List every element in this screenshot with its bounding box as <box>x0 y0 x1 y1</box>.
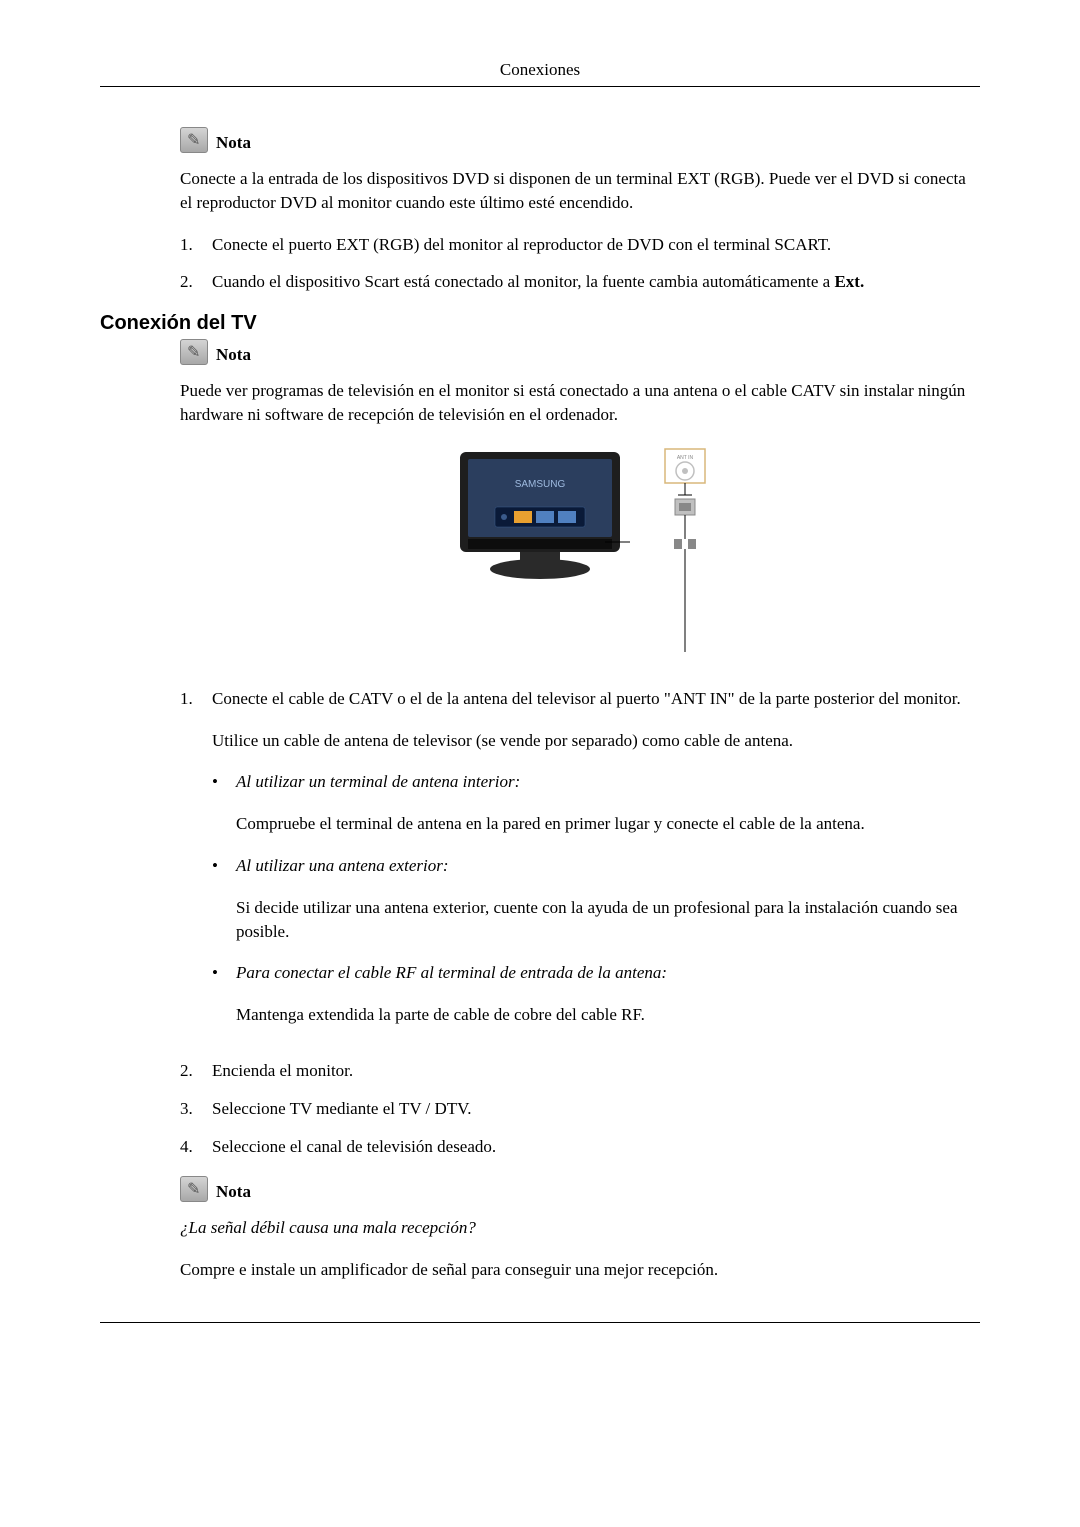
monitor-brand-label: SAMSUNG <box>515 479 566 490</box>
section-heading: Conexión del TV <box>100 312 980 335</box>
note-label: Nota <box>216 345 251 364</box>
step-body: Conecte el cable de CATV o el de la ante… <box>212 687 980 1045</box>
bullet-body: Para conectar el cable RF al terminal de… <box>236 961 980 1027</box>
step-text-pre: Cuando el dispositivo Scart está conecta… <box>212 272 834 291</box>
list-item: 1. Conecte el cable de CATV o el de la a… <box>180 687 980 1045</box>
weak-signal-answer: Compre e instale un amplificador de seña… <box>180 1258 980 1282</box>
list-item: 2. Encienda el monitor. <box>180 1059 980 1083</box>
step-number: 3. <box>180 1097 212 1121</box>
note-label: Nota <box>216 133 251 152</box>
step-number: 1. <box>180 233 212 257</box>
section1-intro: Conecte a la entrada de los dispositivos… <box>180 167 980 215</box>
list-item: 4. Seleccione el canal de televisión des… <box>180 1135 980 1159</box>
bullet-title: Para conectar el cable RF al terminal de… <box>236 963 667 982</box>
bullet-body: Al utilizar una antena exterior: Si deci… <box>236 854 980 943</box>
note-block-3: Nota <box>180 1176 980 1202</box>
section1-steps: 1. Conecte el puerto EXT (RGB) del monit… <box>180 233 980 295</box>
bullet-desc: Compruebe el terminal de antena en la pa… <box>236 812 980 836</box>
bullet-list: • Al utilizar un terminal de antena inte… <box>212 770 980 1027</box>
step-number: 2. <box>180 270 212 294</box>
bullet-marker: • <box>212 854 236 943</box>
page-title: Conexiones <box>500 60 580 79</box>
page-header: Conexiones <box>100 60 980 87</box>
step-text: Seleccione el canal de televisión desead… <box>212 1135 980 1159</box>
main-content: Nota Conecte a la entrada de los disposi… <box>100 127 980 1282</box>
step-text: Cuando el dispositivo Scart está conecta… <box>212 270 980 294</box>
pencil-note-icon <box>180 339 208 365</box>
step-number: 4. <box>180 1135 212 1159</box>
note-block-1: Nota <box>180 127 980 153</box>
bullet-item: • Al utilizar una antena exterior: Si de… <box>212 854 980 943</box>
bullet-marker: • <box>212 770 236 836</box>
antenna-illustration: ANT IN <box>660 447 710 657</box>
page-footer <box>100 1322 980 1323</box>
pencil-note-icon <box>180 1176 208 1202</box>
step-number: 2. <box>180 1059 212 1083</box>
list-item: 2. Cuando el dispositivo Scart está cone… <box>180 270 980 294</box>
bullet-title: Al utilizar una antena exterior: <box>236 856 448 875</box>
note-block-2: Nota <box>180 339 980 365</box>
bullet-item: • Para conectar el cable RF al terminal … <box>212 961 980 1027</box>
section2-intro: Puede ver programas de televisión en el … <box>180 379 980 427</box>
section2-steps: 1. Conecte el cable de CATV o el de la a… <box>180 687 980 1159</box>
note-label: Nota <box>216 1182 251 1201</box>
step-number: 1. <box>180 687 212 1045</box>
list-item: 1. Conecte el puerto EXT (RGB) del monit… <box>180 233 980 257</box>
bullet-body: Al utilizar un terminal de antena interi… <box>236 770 980 836</box>
step-text: Seleccione TV mediante el TV / DTV. <box>212 1097 980 1121</box>
bullet-title: Al utilizar un terminal de antena interi… <box>236 772 520 791</box>
svg-text:ANT IN: ANT IN <box>677 455 694 461</box>
step-text: Conecte el cable de CATV o el de la ante… <box>212 689 961 708</box>
monitor-illustration: SAMSUNG <box>450 447 630 587</box>
bullet-desc: Mantenga extendida la parte de cable de … <box>236 1003 980 1027</box>
step-text: Conecte el puerto EXT (RGB) del monitor … <box>212 233 980 257</box>
weak-signal-question: ¿La señal débil causa una mala recepción… <box>180 1216 980 1240</box>
step-subtext: Utilice un cable de antena de televisor … <box>212 729 980 753</box>
bullet-desc: Si decide utilizar una antena exterior, … <box>236 896 980 944</box>
step-text-bold: Ext. <box>834 272 864 291</box>
tv-connection-figure: SAMSUNG ANT IN <box>180 447 980 657</box>
bullet-item: • Al utilizar un terminal de antena inte… <box>212 770 980 836</box>
bullet-marker: • <box>212 961 236 1027</box>
list-item: 3. Seleccione TV mediante el TV / DTV. <box>180 1097 980 1121</box>
step-text: Encienda el monitor. <box>212 1059 980 1083</box>
pencil-note-icon <box>180 127 208 153</box>
